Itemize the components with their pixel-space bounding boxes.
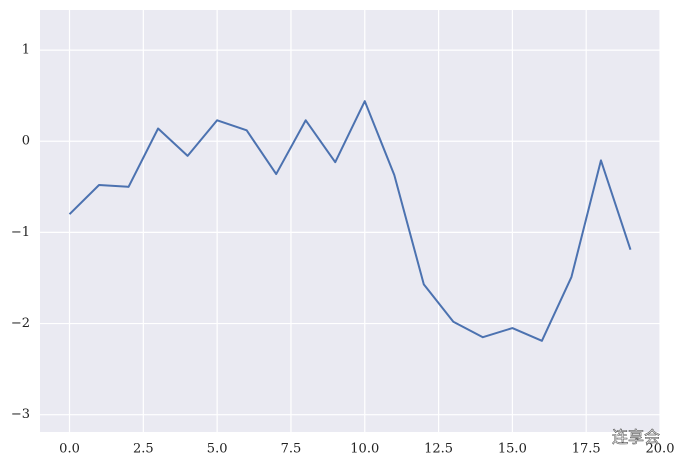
- data-line: [68, 100, 632, 342]
- x-tick-label: 10.0: [350, 442, 379, 457]
- x-tick-label: 2.5: [133, 442, 154, 457]
- x-tick-label: 15.0: [498, 442, 527, 457]
- y-tick-label: −3: [11, 407, 30, 422]
- x-tick-label: 7.5: [281, 442, 302, 457]
- x-tick-label: 5.0: [207, 442, 228, 457]
- y-tick-label: 1: [22, 43, 30, 58]
- y-tick-label: −2: [11, 316, 30, 331]
- x-tick-label: 12.5: [424, 442, 453, 457]
- x-tick-label: 17.5: [572, 442, 601, 457]
- y-tick-label: 0: [22, 134, 30, 149]
- x-tick-label: 20.0: [646, 442, 675, 457]
- x-tick-label: 0.0: [59, 442, 80, 457]
- plot-area: [40, 10, 660, 432]
- watermark: 连享会: [612, 428, 660, 447]
- y-tick-label: −1: [11, 225, 30, 240]
